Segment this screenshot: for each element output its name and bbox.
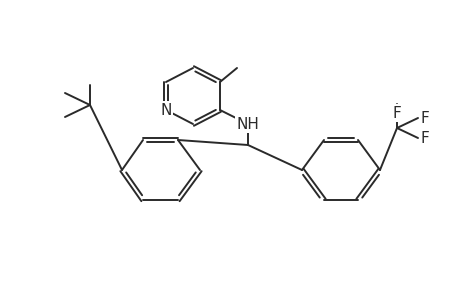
Text: F: F	[420, 130, 428, 146]
Text: NH: NH	[236, 116, 259, 131]
Text: N: N	[160, 103, 171, 118]
Text: F: F	[420, 110, 428, 125]
Text: F: F	[392, 106, 401, 121]
